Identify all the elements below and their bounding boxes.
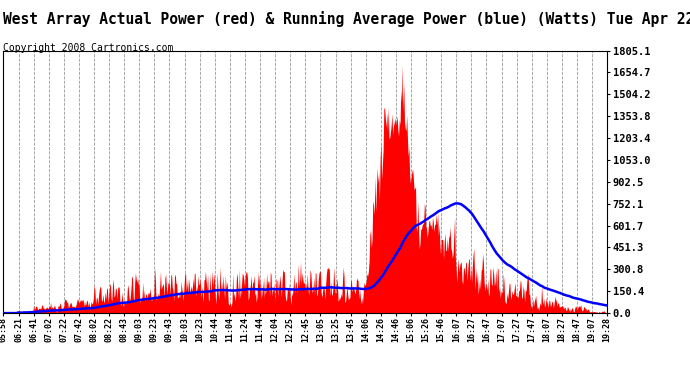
Text: Copyright 2008 Cartronics.com: Copyright 2008 Cartronics.com — [3, 43, 174, 53]
Text: West Array Actual Power (red) & Running Average Power (blue) (Watts) Tue Apr 22 : West Array Actual Power (red) & Running … — [3, 11, 690, 27]
